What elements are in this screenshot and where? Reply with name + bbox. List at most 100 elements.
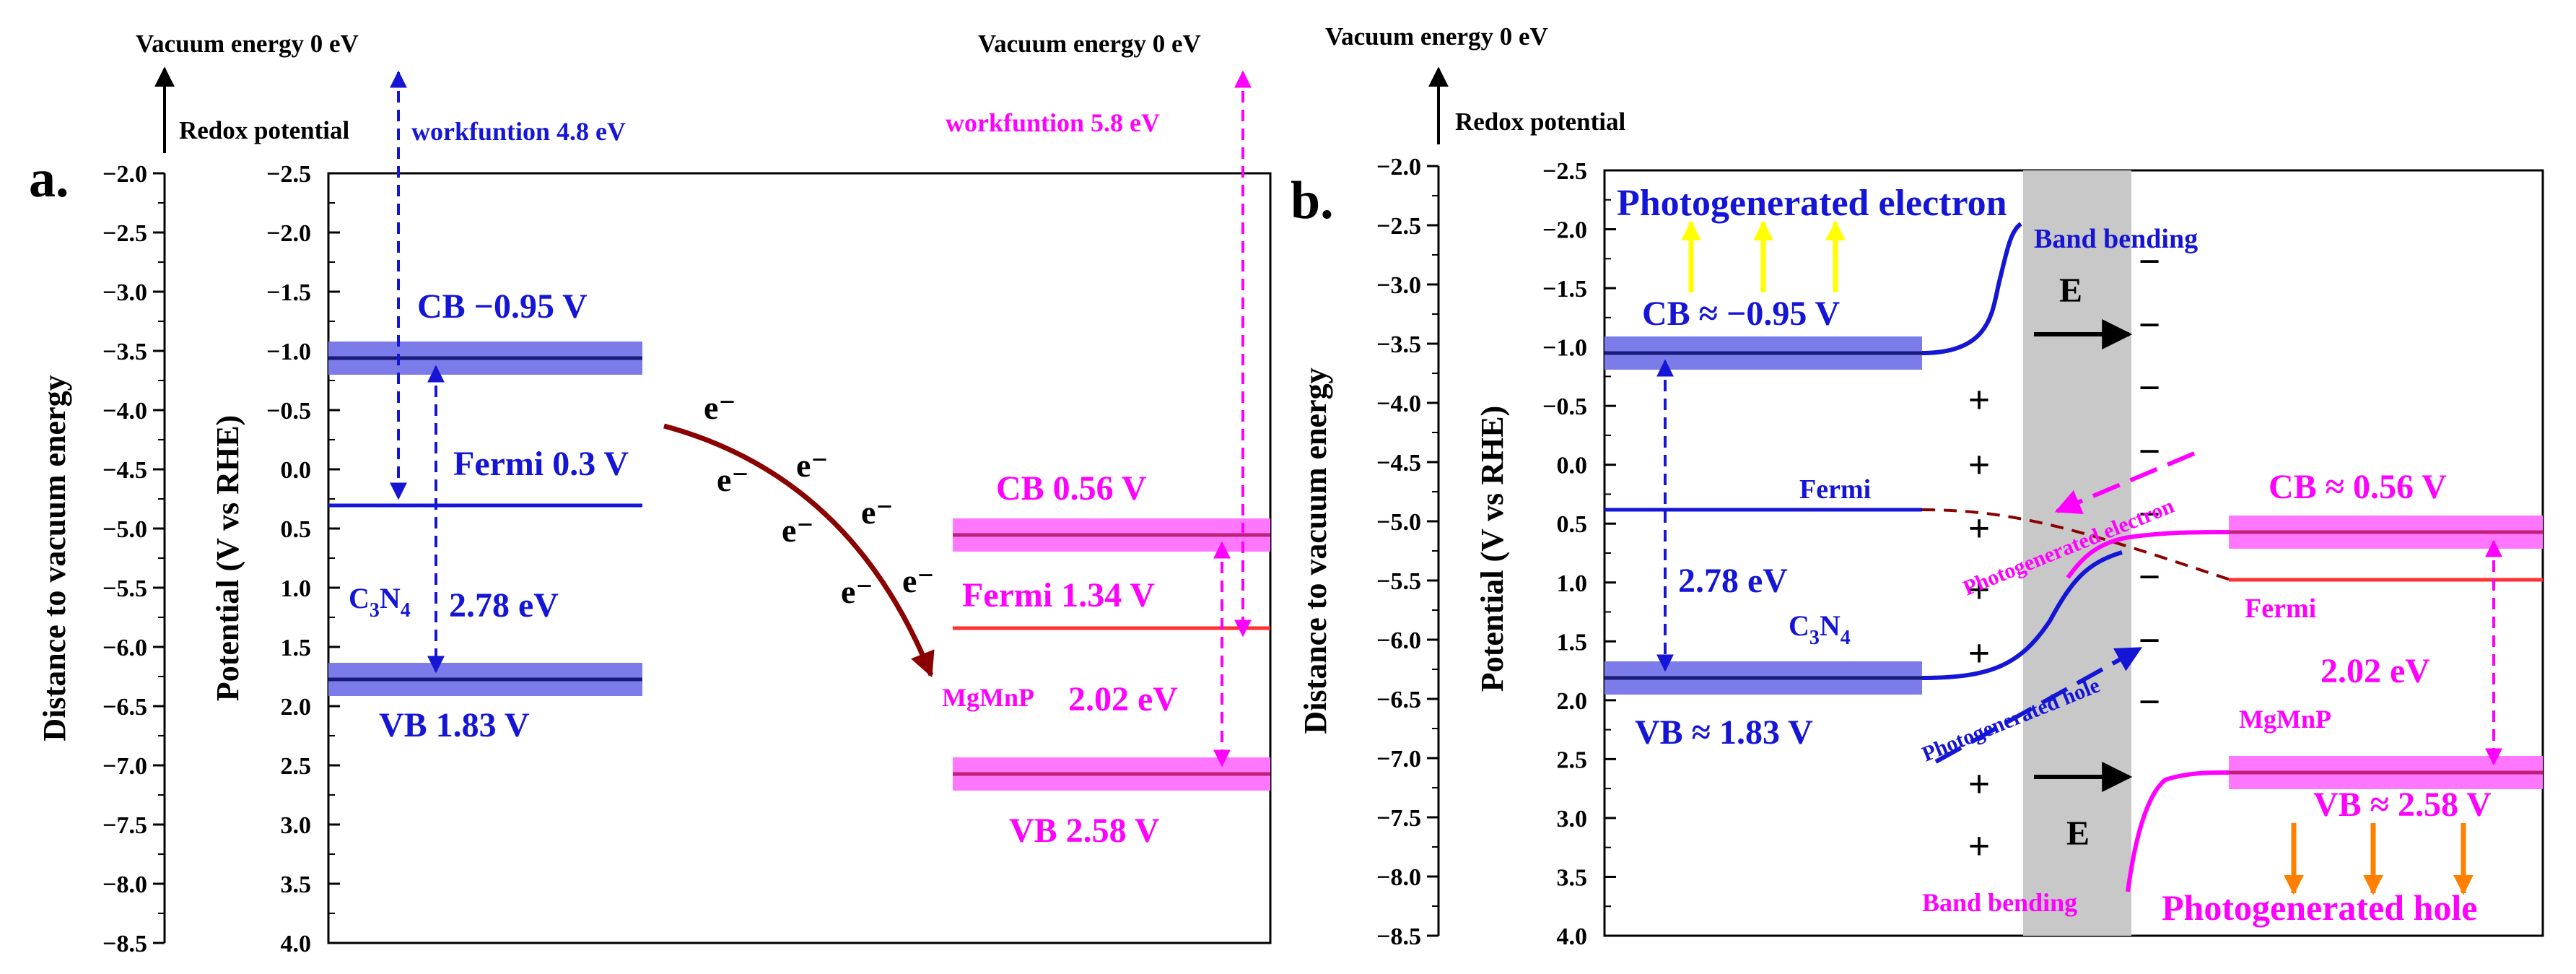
b-left-tick-label: −8.5 (1376, 923, 1421, 950)
b-left-tick-label: −5.0 (1376, 509, 1421, 536)
b-mgmnp-gap-label: 2.02 eV (2320, 652, 2430, 690)
negative-charge: − (2139, 303, 2161, 347)
b-left-tick-label: −4.0 (1376, 391, 1421, 417)
c3n4-vb-label: VB 1.83 V (379, 706, 530, 744)
b-right-tick-label: −2.0 (1542, 217, 1587, 244)
b-left-tick-label: −7.5 (1376, 805, 1421, 832)
a-right-tick-label: 4.0 (281, 931, 312, 957)
a-right-tick-label: −0.5 (266, 398, 311, 425)
positive-charge: + (1968, 507, 1991, 550)
b-fermi-right-label: Fermi (2245, 593, 2316, 624)
electron-label-5: e⁻ (861, 494, 894, 531)
electron-label-2: e⁻ (717, 461, 749, 498)
left-axis-ticks-b: −2.0 −2.5 −3.0 −3.5 −4.0 −4.5 −5.0 −5.5 −6.0 −6.5… (1376, 154, 1438, 950)
right-axis-title-a: Potential (V vs RHE) (210, 415, 245, 701)
negative-charge: − (2139, 680, 2161, 723)
a-right-tick-label: −1.0 (266, 339, 311, 365)
b-left-tick-label: −6.5 (1376, 687, 1421, 713)
mgmnp-cb-label: CB 0.56 V (996, 469, 1147, 508)
negative-charge: − (2139, 366, 2161, 409)
left-axis-ticks-a: −2.0 −2.5 −3.0 −3.5 −4.0 −4.5 −5.0 −5.5 −6.0 −6.5… (102, 161, 165, 957)
a-left-tick-label: −6.0 (102, 635, 147, 661)
b-right-tick-label: −1.5 (1542, 276, 1587, 303)
right-axis-ticks-a: −2.5 −2.0 −1.5 −1.0 −0.5 0.0 0.5 1.0 1.5 2.0 2.5 3.… (266, 161, 340, 957)
b-vb-band-bending (1921, 550, 2123, 680)
c3n4-gap-label: 2.78 eV (449, 586, 559, 625)
electron-transfer-arrow (663, 423, 935, 678)
b-right-tick-label: 4.0 (1557, 923, 1588, 950)
positive-charge: + (1968, 632, 1991, 675)
a-left-tick-label: −7.0 (102, 753, 147, 780)
b-right-tick-label: −0.5 (1542, 393, 1587, 420)
a-right-tick-label: −2.5 (266, 161, 311, 188)
b-right-tick-label: 2.0 (1557, 688, 1588, 715)
interface-charges: + + + + + + + − − − − − − − − (1968, 240, 2161, 868)
workfunction-c3n4-label: workfuntion 4.8 eV (411, 117, 626, 146)
right-axis-title-b: Potential (V vs RHE) (1475, 406, 1510, 692)
b-right-tick-label: 2.5 (1557, 747, 1588, 773)
vacuum-label-right: Vacuum energy 0 eV (978, 30, 1201, 58)
negative-charge: − (2139, 430, 2161, 473)
band-bending-bottom-label: Band bending (1922, 888, 2077, 917)
electron-label-6: e⁻ (841, 573, 873, 610)
positive-charge: + (1968, 443, 1991, 487)
b-mgmnp-cb-label: CB ≈ 0.56 V (2269, 468, 2447, 506)
b-c3n4-name: C3N4 (1789, 609, 1851, 649)
b-mgmnp-name: MgMnP (2239, 705, 2331, 734)
photo-hole-bottom-label: Photogenerated hole (2162, 887, 2477, 928)
b-left-tick-label: −3.0 (1376, 272, 1421, 299)
a-left-tick-label: −3.5 (102, 339, 147, 365)
a-right-tick-label: −1.5 (266, 279, 311, 306)
electron-label-3: e⁻ (796, 447, 829, 484)
b-cb-band-bending (1921, 222, 2022, 355)
b-right-tick-label: 1.0 (1557, 570, 1588, 597)
b-c3n4-vb-label: VB ≈ 1.83 V (1635, 713, 1813, 752)
positive-charge: + (1968, 762, 1991, 806)
electron-label-7: e⁻ (902, 562, 935, 599)
b-right-tick-label: 0.5 (1557, 511, 1588, 538)
a-left-tick-label: −7.5 (102, 812, 147, 839)
negative-charge: − (2139, 619, 2161, 662)
positive-charge: + (1968, 568, 1991, 612)
a-left-tick-label: −6.5 (102, 694, 147, 721)
left-axis-title-b: Distance to vacuum energy (1298, 368, 1333, 734)
a-left-tick-label: −2.0 (102, 161, 147, 188)
a-right-tick-label: 1.0 (281, 575, 312, 602)
b-mgmnp-cb-bending (2066, 530, 2230, 579)
a-left-tick-label: −3.0 (102, 279, 147, 306)
a-left-tick-label: −4.0 (102, 398, 147, 425)
b-left-tick-label: −4.5 (1376, 450, 1421, 477)
positive-charge: + (1968, 378, 1991, 422)
b-right-tick-label: 1.5 (1557, 629, 1588, 656)
a-right-tick-label: 2.0 (281, 694, 312, 721)
workfunction-mgmnp-label: workfuntion 5.8 eV (946, 108, 1160, 137)
vacuum-label-b: Vacuum energy 0 eV (1325, 22, 1548, 51)
left-axis-title-a: Distance to vacuum energy (37, 375, 72, 741)
panel-a-label: a. (29, 149, 69, 209)
a-right-tick-label: −2.0 (266, 220, 311, 247)
negative-charge: − (2139, 555, 2161, 599)
panel-a: a. Vacuum energy 0 eV Redox potential wo… (29, 30, 1272, 957)
c3n4-name-a: C3N4 (349, 582, 411, 622)
a-left-tick-label: −8.0 (102, 871, 147, 898)
a-right-tick-label: 2.5 (281, 753, 312, 780)
b-left-tick-label: −8.0 (1376, 864, 1421, 891)
b-fermi-left-label: Fermi (1799, 474, 1871, 505)
c3n4-fermi-label: Fermi 0.3 V (453, 445, 629, 483)
b-fermi-alignment (1921, 508, 2231, 581)
b-left-tick-label: −2.0 (1376, 154, 1421, 181)
c3n4-cb-label: CB −0.95 V (417, 287, 588, 326)
field-label-bottom: E (2066, 814, 2090, 853)
photo-electron-top-label: Photogenerated electron (1617, 183, 2007, 224)
a-left-tick-label: −8.5 (102, 931, 147, 957)
b-mgmnp-vb-bending (2126, 770, 2230, 892)
a-left-tick-label: −2.5 (102, 220, 147, 247)
positive-charge: + (1968, 825, 1991, 868)
mgmnp-vb-label: VB 2.58 V (1009, 812, 1160, 850)
a-left-tick-label: −5.5 (102, 575, 147, 602)
a-left-tick-label: −4.5 (102, 457, 147, 484)
field-label-top: E (2059, 271, 2082, 310)
b-left-tick-label: −3.5 (1376, 331, 1421, 358)
b-left-tick-label: −6.0 (1376, 627, 1421, 654)
